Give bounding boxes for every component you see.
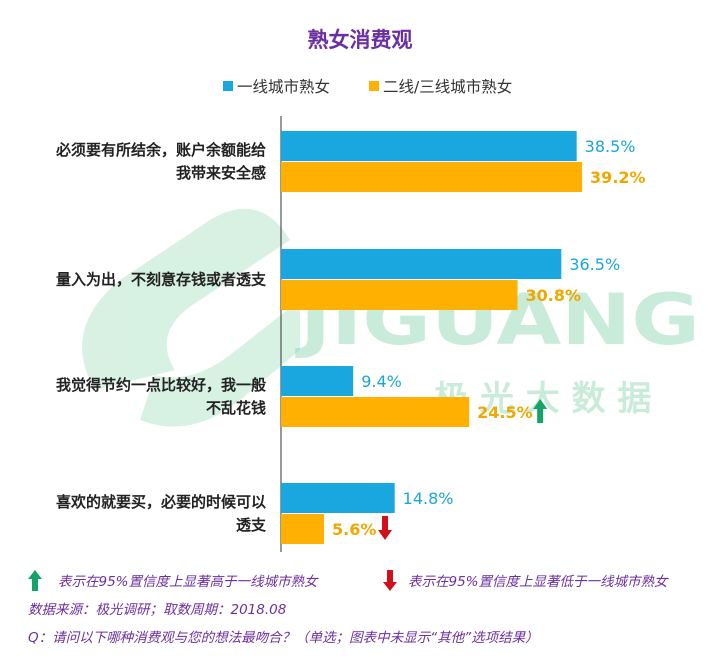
bar-tier23 [281, 162, 583, 192]
legend-label-tier23: 二线/三线城市熟女 [383, 77, 512, 96]
bar-tier1 [281, 483, 395, 513]
legend-label-tier1: 一线城市熟女 [237, 77, 330, 96]
down-arrow-icon [383, 570, 397, 591]
down-arrow-icon [378, 516, 393, 540]
category-label: 必须要有所结余，账户余额能给 [55, 141, 266, 159]
legend-swatch-tier1 [223, 81, 233, 91]
legend: 一线城市熟女 二线/三线城市熟女 [223, 77, 512, 96]
question-note: Q：请问以下哪种消费观与您的想法最吻合？（单选；图表中未显示“其他”选项结果） [28, 630, 539, 646]
legend-swatch-tier23 [369, 81, 379, 91]
category-label: 我觉得节约一点比较好，我一般 [56, 376, 266, 394]
bar-tier23 [281, 280, 518, 310]
up-arrow-icon [533, 399, 548, 423]
category-label: 不乱花钱 [206, 399, 266, 417]
data-label: 9.4% [361, 372, 402, 391]
note-up: 表示在95%置信度上显著高于一线城市熟女 [58, 574, 319, 590]
category-label: 量入为出，不刻意存钱或者透支 [56, 271, 267, 289]
up-arrow-icon [28, 570, 42, 591]
data-label: 39.2% [590, 168, 646, 187]
chart-title: 熟女消费观 [308, 28, 413, 52]
bar-tier23 [281, 397, 470, 427]
category-label: 透支 [236, 516, 267, 534]
bar-tier1 [281, 249, 562, 279]
data-label: 24.5% [477, 403, 533, 422]
data-label: 14.8% [403, 489, 454, 508]
bar-tier1 [281, 366, 354, 396]
data-label: 5.6% [332, 520, 376, 539]
bar-tier23 [281, 514, 325, 544]
data-label: 30.8% [526, 286, 582, 305]
data-label: 38.5% [585, 137, 636, 156]
source-note: 数据来源：极光调研；取数周期：2018.08 [28, 602, 286, 618]
significance-legend: 表示在95%置信度上显著高于一线城市熟女 表示在95%置信度上显著低于一线城市熟… [28, 570, 669, 591]
bar-tier1 [281, 131, 577, 161]
watermark-logo-icon [82, 208, 300, 427]
category-label: 我带来安全感 [176, 164, 266, 182]
category-label: 喜欢的就要买，必要的时候可以 [56, 493, 266, 511]
note-down: 表示在95%置信度上显著低于一线城市熟女 [408, 574, 669, 590]
data-label: 36.5% [569, 255, 620, 274]
